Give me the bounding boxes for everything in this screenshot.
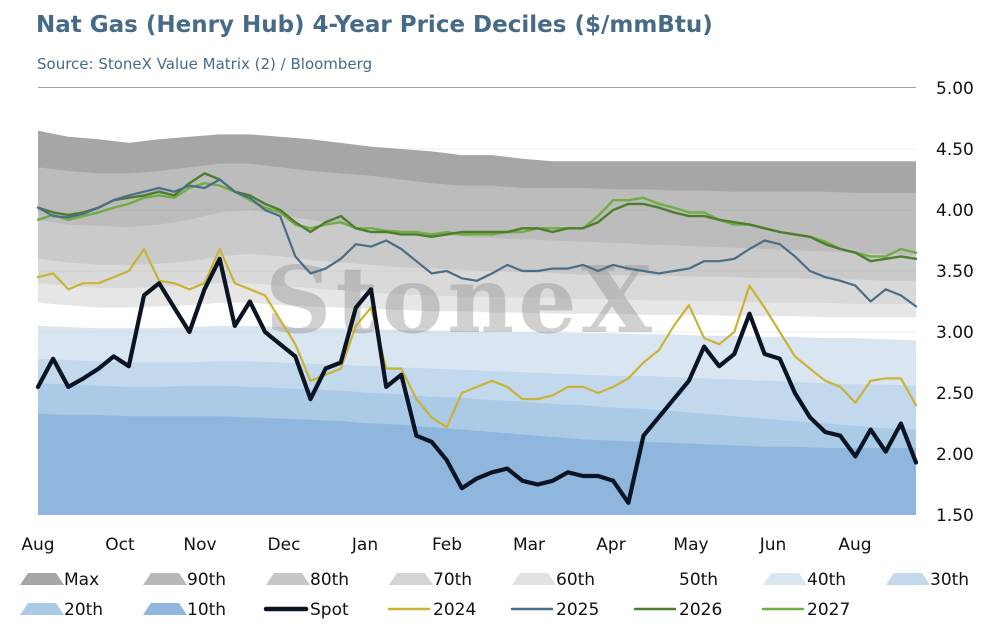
- y-tick-label: 3.00: [936, 323, 974, 343]
- legend-label: 2027: [807, 600, 850, 620]
- legend-item-2027: 2027: [761, 600, 850, 620]
- legend-item-30th: 30th: [886, 570, 969, 590]
- legend-label: Spot: [310, 600, 349, 620]
- legend-item-80th: 80th: [266, 570, 349, 590]
- legend-item-max: Max: [20, 570, 99, 590]
- x-axis: Aug Oct Nov Dec Jan Feb Mar Apr May Jun Aug: [21, 535, 871, 555]
- x-tick-label: May: [673, 535, 708, 555]
- legend-label: Max: [64, 570, 99, 590]
- legend-swatch: [763, 573, 807, 585]
- legend-item-10th: 10th: [143, 600, 226, 620]
- legend-item-60th: 60th: [512, 570, 595, 590]
- y-tick-label: 4.50: [936, 140, 974, 160]
- legend-swatch: [635, 573, 679, 585]
- legend-item-2025: 2025: [510, 600, 599, 620]
- series-lines: [35, 172, 919, 505]
- x-tick-label: Jun: [759, 535, 787, 555]
- y-tick-label: 2.00: [936, 445, 974, 465]
- legend-swatch: [143, 603, 187, 615]
- x-tick-label: Oct: [105, 535, 135, 555]
- legend-swatch: [389, 573, 433, 585]
- y-tick-label: 4.00: [936, 201, 974, 221]
- x-tick-label: Apr: [596, 535, 625, 555]
- legend-label: 70th: [433, 570, 472, 590]
- legend-item-40th: 40th: [763, 570, 846, 590]
- x-tick-label: Aug: [21, 535, 54, 555]
- legend-swatch: [512, 573, 556, 585]
- legend-swatch: [20, 603, 64, 615]
- legend-label: 40th: [807, 570, 846, 590]
- band-10th: [38, 413, 916, 515]
- legend-swatch: [266, 573, 310, 585]
- legend-swatch: [143, 573, 187, 585]
- x-tick-label: Nov: [183, 535, 216, 555]
- legend-item-2024: 2024: [387, 600, 476, 620]
- y-tick-label: 2.50: [936, 384, 974, 404]
- y-tick-label: 3.50: [936, 262, 974, 282]
- y-tick-label: 5.00: [936, 79, 974, 99]
- legend-item-90th: 90th: [143, 570, 226, 590]
- legend-label: 10th: [187, 600, 226, 620]
- legend-label: 50th: [679, 570, 718, 590]
- legend-label: 90th: [187, 570, 226, 590]
- gridlines: [38, 148, 916, 333]
- plot-top-edge: [38, 87, 916, 88]
- y-axis: 5.00 4.50 4.00 3.50 3.00 2.50 2.00 1.50: [936, 79, 974, 526]
- legend-swatch: [886, 573, 930, 585]
- legend-item-20th: 20th: [20, 600, 103, 620]
- x-tick-label: Aug: [838, 535, 871, 555]
- legend-label: 30th: [930, 570, 969, 590]
- x-tick-label: Mar: [513, 535, 545, 555]
- x-tick-label: Dec: [268, 535, 301, 555]
- line-2024: [36, 247, 918, 429]
- legend-item-70th: 70th: [389, 570, 472, 590]
- stonex-watermark: StoneX: [265, 246, 656, 354]
- legend-item-2026: 2026: [633, 600, 722, 620]
- legend-label: 2024: [433, 600, 476, 620]
- legend-label: 60th: [556, 570, 595, 590]
- legend-swatch: [20, 573, 64, 585]
- chart-subtitle: Source: StoneX Value Matrix (2) / Bloomb…: [37, 55, 373, 73]
- legend-item-50th: 50th: [635, 570, 718, 590]
- line-2025: [36, 178, 918, 308]
- legend-label: 20th: [64, 600, 103, 620]
- legend-item-spot: Spot: [263, 600, 349, 620]
- x-tick-label: Feb: [432, 535, 462, 555]
- legend: Max 90th 80th 70th 60th 50th 40th 30th 20th 10th S…: [20, 570, 969, 620]
- legend-label: 2025: [556, 600, 599, 620]
- chart-title: Nat Gas (Henry Hub) 4-Year Price Deciles…: [36, 12, 713, 38]
- x-tick-label: Jan: [351, 535, 378, 555]
- y-tick-label: 1.50: [936, 506, 974, 526]
- legend-label: 80th: [310, 570, 349, 590]
- line-spot: [35, 256, 919, 505]
- legend-label: 2026: [679, 600, 722, 620]
